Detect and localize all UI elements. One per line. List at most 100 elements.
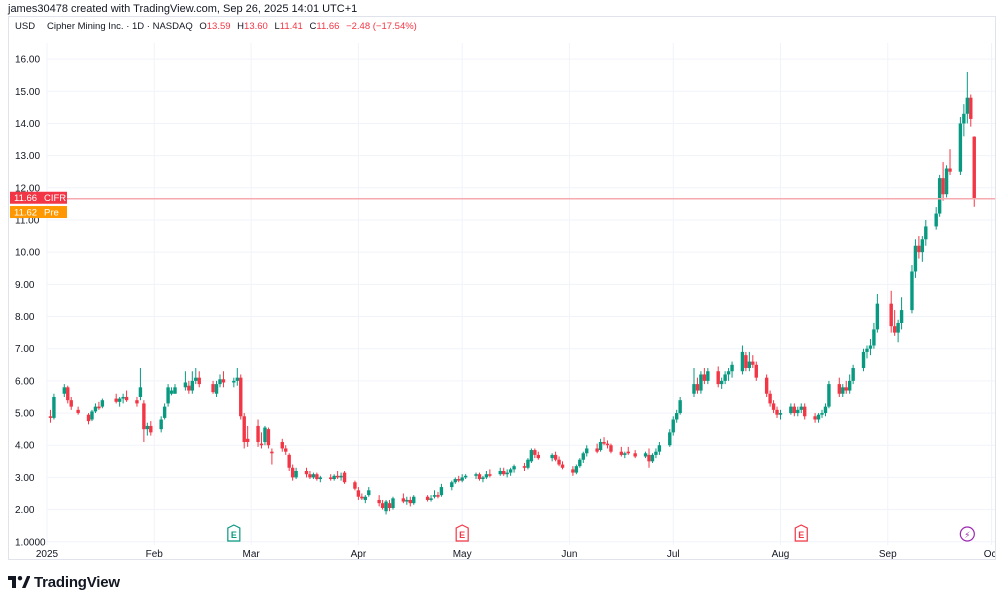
candle-body (353, 482, 357, 489)
candle-up (643, 451, 648, 459)
candle-down (308, 470, 312, 480)
y-tick-label: 1.0000 (15, 537, 46, 548)
legend-change: −2.48 (−17.54%) (346, 21, 417, 32)
candle-up (740, 345, 745, 375)
candle-body (969, 97, 973, 119)
candle-up (194, 368, 198, 385)
candle-body (335, 475, 340, 478)
candle-up (726, 368, 731, 381)
candle-body (69, 400, 73, 407)
candle-down (764, 374, 769, 397)
candle-body (778, 413, 783, 415)
candle-down (48, 409, 53, 423)
candle-body (183, 382, 188, 388)
candle-down (353, 480, 357, 491)
candle-body (412, 496, 416, 504)
candle-up (505, 469, 509, 478)
candle-down (844, 380, 848, 394)
candle-body (256, 425, 260, 443)
candle-body (764, 377, 769, 394)
candle-up (574, 464, 579, 475)
candle-body (194, 377, 198, 381)
candle-up (529, 448, 534, 463)
candle-up (896, 319, 900, 343)
candle-body (463, 475, 468, 478)
candle-up (910, 265, 914, 314)
candle-body (889, 303, 893, 327)
candle-body (159, 419, 163, 430)
candle-body (439, 487, 444, 496)
candle-body (868, 345, 873, 349)
candle-body (944, 168, 949, 195)
candlestick-chart[interactable]: 1.0000 2.00 3.00 4.00 5.00 6.00 7.00 8.00 9.00 10… (9, 17, 995, 559)
candle-body (920, 239, 925, 253)
candle-body (294, 470, 298, 478)
candle-up (913, 239, 918, 278)
candle-down (436, 491, 440, 499)
price-tag-bg (10, 191, 67, 204)
candle-up (789, 403, 793, 415)
candle-body (522, 466, 527, 468)
candle-body (52, 396, 56, 418)
candle-body (851, 368, 855, 381)
candle-down (751, 355, 755, 369)
y-axis-ticks: 1.0000 2.00 3.00 4.00 5.00 6.00 7.00 8.00 9.00 10… (15, 55, 46, 549)
candle-up (598, 438, 603, 452)
candle-body (114, 398, 118, 402)
dividend-marker[interactable]: ⚡ (959, 526, 975, 542)
candle-down (553, 451, 558, 462)
candle-down (197, 371, 201, 388)
candle-up (671, 416, 675, 436)
candle-body (571, 469, 575, 473)
earnings-marker[interactable]: E (227, 524, 241, 542)
candles (48, 71, 976, 515)
candle-body (771, 403, 776, 410)
candle-up (173, 384, 177, 394)
candle-body (93, 406, 98, 412)
price-tag: 11.66 CIFR (10, 191, 67, 204)
candle-down (287, 453, 291, 471)
candle-body (169, 390, 174, 394)
candle-body (391, 498, 395, 508)
candle-down (124, 390, 129, 402)
candle-up (820, 409, 824, 418)
candle-down (259, 432, 264, 449)
candle-down (889, 290, 893, 333)
candle-up (699, 371, 703, 394)
candle-down (813, 413, 817, 423)
x-tick-label: Feb (146, 549, 164, 559)
y-tick-label: 9.00 (15, 280, 35, 291)
tradingview-logo[interactable]: TradingView (8, 572, 120, 592)
candle-body (827, 384, 831, 407)
tradingview-logo-icon (8, 575, 30, 588)
candle-body (526, 459, 530, 468)
tradingview-logo-text: TradingView (34, 573, 120, 591)
candle-body (643, 453, 648, 457)
candle-down (315, 472, 319, 481)
candle-body (668, 432, 672, 446)
candle-body (695, 384, 700, 391)
candle-body (740, 351, 745, 372)
earnings-marker[interactable]: E (455, 524, 469, 542)
candle-down (380, 499, 385, 510)
event-markers[interactable]: E E E ⚡ (227, 524, 975, 542)
chart-caption: james30478 created with TradingView.com,… (8, 3, 358, 15)
y-tick-label: 4.00 (15, 441, 35, 452)
svg-text:Cipher Mining Inc. · 1D · NASD: Cipher Mining Inc. · 1D · NASDAQ O13.59 … (47, 21, 417, 32)
candle-body (820, 413, 824, 415)
candle-down (360, 493, 364, 500)
candle-down (149, 421, 153, 436)
candle-body (965, 97, 970, 114)
y-tick-label: 3.00 (15, 473, 35, 484)
symbol-legend[interactable]: USD Cipher Mining Inc. · 1D · NASDAQ O13… (15, 21, 417, 32)
candle-up (962, 104, 966, 137)
candle-down (290, 464, 295, 481)
earnings-marker[interactable]: E (794, 524, 808, 542)
candle-up (861, 348, 866, 372)
candle-body (457, 479, 461, 481)
candle-body (799, 406, 803, 410)
candle-body (602, 442, 606, 444)
candle-body (367, 490, 371, 496)
price-tag-value: 11.66 (14, 193, 37, 204)
candle-up (512, 464, 516, 473)
